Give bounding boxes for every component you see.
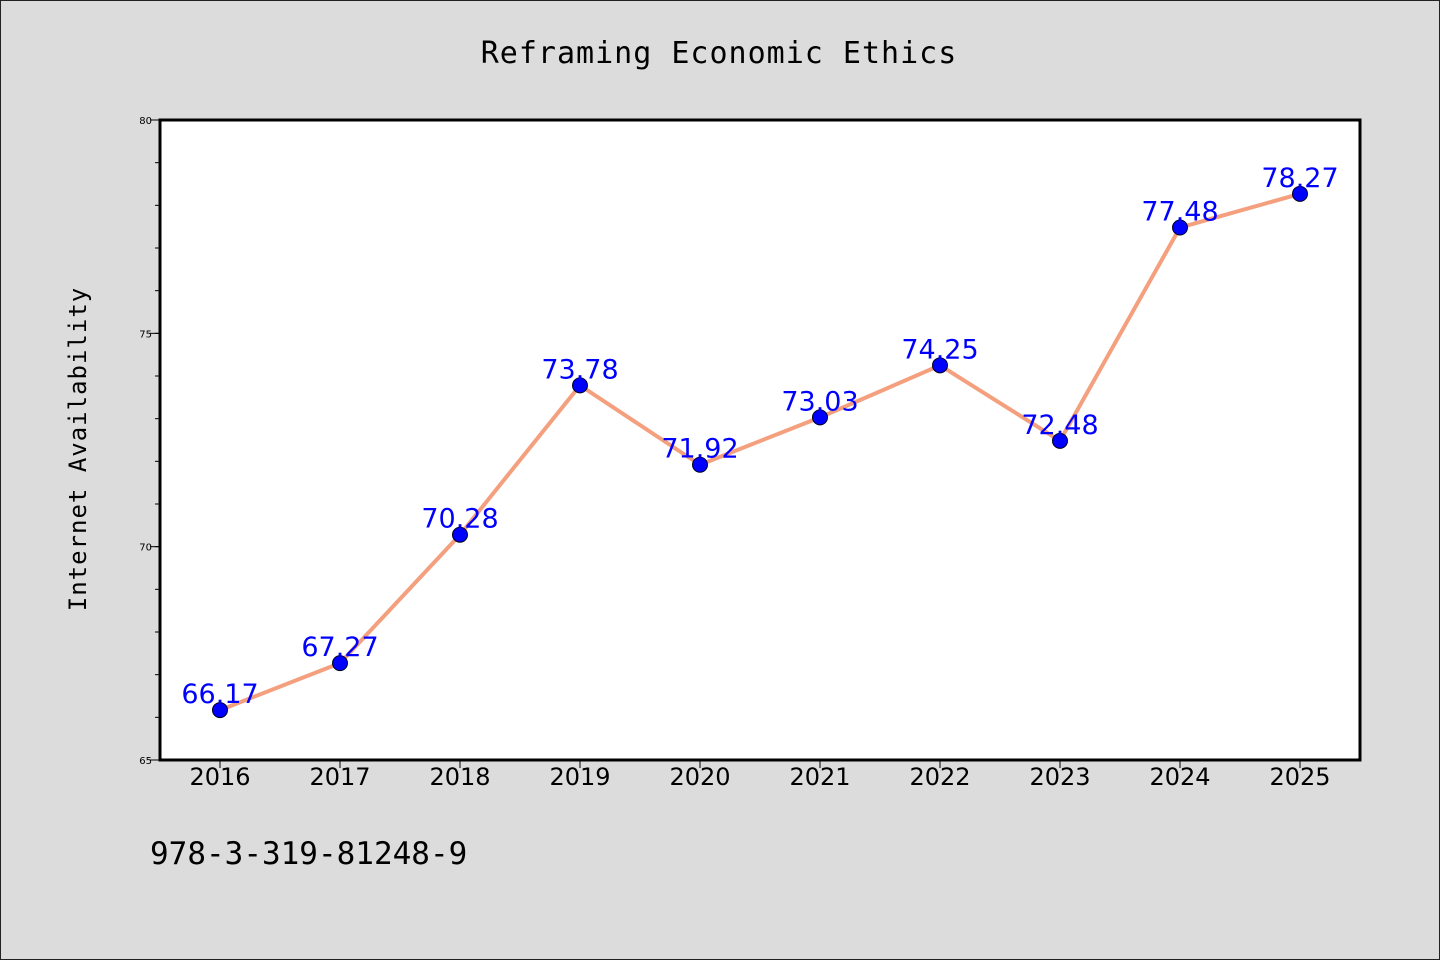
data-label: 73.78 [541,354,618,385]
data-point [1052,432,1068,449]
x-tick-label: 2024 [1149,763,1210,791]
y-axis-ticks: 65 70 75 80 [139,116,160,767]
data-label: 67.27 [301,632,378,663]
data-point [572,377,588,394]
y-axis-label: Internet Availability [64,287,92,611]
data-point [812,409,828,426]
y-tick-label: 75 [139,329,152,340]
data-markers [212,185,1308,719]
x-tick-label: 2017 [309,763,370,791]
y-tick-label: 70 [139,543,152,554]
data-point [332,655,348,672]
x-tick-label: 2018 [429,763,490,791]
data-point [452,526,468,543]
data-label: 72.48 [1021,410,1098,441]
data-label: 78.27 [1261,163,1338,194]
x-axis-ticks: 2016 2017 2018 2019 2020 2021 2022 2023 2024 2025 [189,760,1331,791]
y-tick-label: 65 [139,756,152,767]
data-label: 74.25 [901,334,978,365]
data-point [1292,185,1308,202]
x-tick-label: 2019 [549,763,610,791]
x-tick-label: 2016 [189,763,250,791]
data-labels: 66.17 67.27 70.28 73.78 71.92 73.03 74.25 72.48… [181,163,1338,710]
series-line [219,191,1301,712]
data-point [692,456,708,473]
x-tick-label: 2025 [1269,763,1330,791]
data-label: 71.92 [661,434,738,465]
data-label: 73.03 [781,386,858,417]
x-tick-label: 2020 [669,763,730,791]
data-point [212,702,228,719]
x-tick-label: 2023 [1029,763,1090,791]
isbn-footer: 978-3-319-81248-9 [150,836,467,872]
data-label: 77.48 [1141,197,1218,228]
y-tick-label: 80 [139,116,152,127]
x-tick-label: 2022 [909,763,970,791]
data-label: 66.17 [181,679,258,710]
chart-title: Reframing Economic Ethics [481,36,958,71]
data-label: 70.28 [421,504,498,535]
x-tick-label: 2021 [789,763,850,791]
data-point [1172,219,1188,236]
data-point [932,357,948,374]
